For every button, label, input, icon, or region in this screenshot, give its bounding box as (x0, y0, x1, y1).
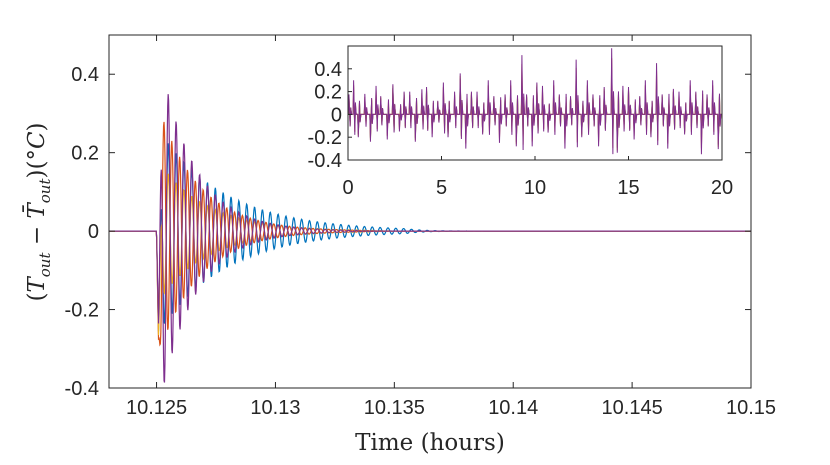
inset-x-tick-label: 0 (342, 177, 353, 199)
inset-x-tick-label: 20 (711, 177, 733, 199)
inset-series-group (347, 48, 722, 155)
inset-y-tick-label: 0 (331, 104, 342, 126)
main-series-group (109, 94, 751, 383)
main-x-tick-label: 10.125 (126, 397, 187, 419)
inset-y-tick-label: -0.2 (308, 127, 342, 149)
main-y-tick-label: 0.2 (71, 143, 99, 165)
inset-y-ticks: -0.4-0.200.20.4 (308, 59, 352, 172)
main-y-tick-label: 0 (88, 221, 99, 243)
main-y-tick-label: -0.2 (65, 300, 99, 322)
inset-x-tick-label: 15 (617, 177, 639, 199)
series-purple (109, 94, 751, 383)
inset-y-tick-label: -0.4 (308, 150, 342, 172)
inset-x-tick-label: 10 (524, 177, 546, 199)
inset-x-ticks: 0 5 10 15 20 (342, 156, 733, 199)
main-x-tick-label: 10.13 (250, 397, 300, 419)
y-axis-label: (Tout − T̄out)(°C) (23, 122, 54, 301)
x-axis-label: Time (hours) (355, 430, 505, 456)
main-y-ticks: -0.4-0.200.20.4 (65, 64, 751, 400)
main-plot-frame (108, 34, 752, 389)
inset-y-tick-label: 0.4 (314, 59, 342, 81)
main-y-tick-label: -0.4 (65, 378, 99, 400)
main-x-tick-label: 10.135 (364, 397, 425, 419)
inset-y-tick-label: 0.2 (314, 82, 342, 104)
main-x-ticks: 10.125 10.13 10.135 10.14 10.145 10.15 (126, 35, 776, 419)
inset-x-tick-label: 5 (436, 177, 447, 199)
main-x-tick-label: 10.14 (488, 397, 538, 419)
main-x-tick-label: 10.145 (602, 397, 663, 419)
main-y-tick-label: 0.4 (71, 64, 99, 86)
inset-series-purple (347, 48, 722, 155)
main-x-tick-label: 10.15 (726, 397, 776, 419)
inset-plot: 0 5 10 15 20 -0.4-0.200.20.4 (308, 45, 733, 199)
